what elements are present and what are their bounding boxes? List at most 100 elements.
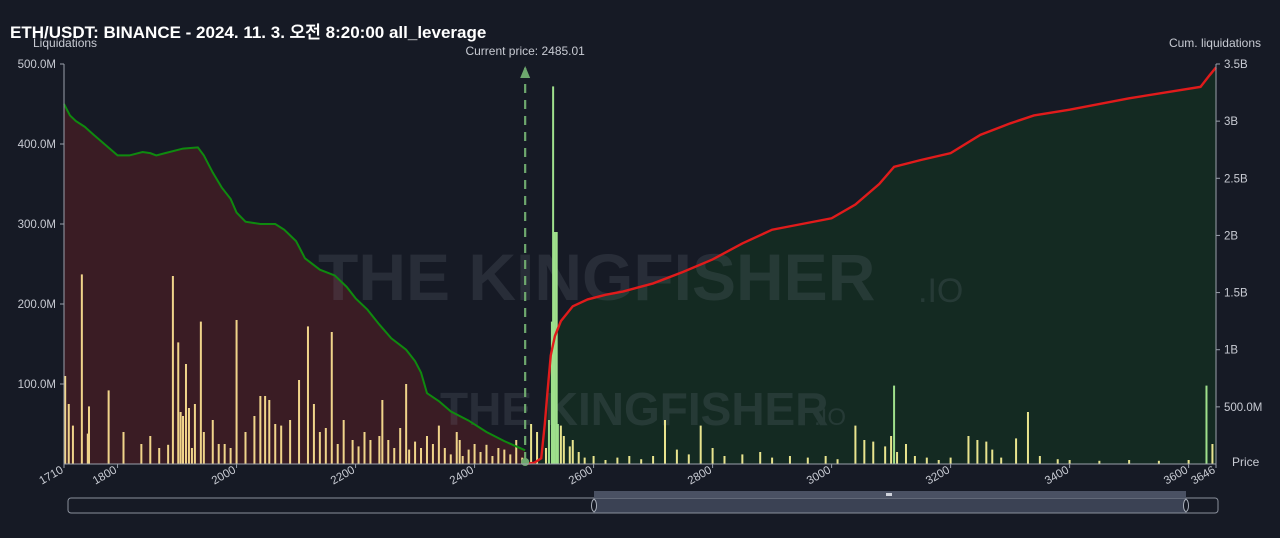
liquidation-bar bbox=[378, 436, 381, 464]
liquidation-bar bbox=[190, 448, 193, 464]
liquidation-bar bbox=[552, 86, 555, 464]
navigator-left-handle[interactable] bbox=[591, 499, 597, 512]
liquidation-bar bbox=[544, 448, 547, 464]
watermark-suffix-small: .IO bbox=[814, 404, 846, 431]
liquidation-bar bbox=[268, 400, 271, 464]
liquidation-bar bbox=[1056, 459, 1059, 464]
liquidation-bar bbox=[628, 456, 631, 464]
right-tick-label: 1B bbox=[1224, 345, 1238, 357]
liquidation-bar bbox=[199, 321, 202, 464]
long-cum-line bbox=[525, 66, 1217, 466]
left-tick-label: 500.0M bbox=[18, 59, 56, 71]
liquidation-bar bbox=[449, 454, 452, 464]
liquidation-bar bbox=[741, 454, 744, 464]
liquidation-bar bbox=[890, 436, 893, 464]
liquidation-bar bbox=[177, 342, 180, 464]
x-tick-label: 3000 bbox=[805, 464, 833, 487]
liquidation-bar bbox=[1000, 457, 1003, 464]
x-axis-ticks: 1710 1800 2000 2200 2400 2600 2800 3000 3200 3400… bbox=[37, 464, 1218, 487]
right-axis-title: Cum. liquidations bbox=[1169, 36, 1261, 50]
liquidation-bar bbox=[568, 446, 571, 464]
liquidation-bar bbox=[836, 459, 839, 464]
liquidation-bar bbox=[577, 452, 580, 464]
navigator-window[interactable] bbox=[593, 497, 1187, 514]
liquidation-bar bbox=[937, 460, 940, 464]
liquidation-bar bbox=[562, 436, 565, 464]
right-tick-label: 3B bbox=[1224, 116, 1238, 128]
grip-icon[interactable] bbox=[886, 493, 892, 496]
liquidation-bar bbox=[312, 404, 315, 464]
liquidation-bar bbox=[259, 396, 262, 464]
left-tick-label: 300.0M bbox=[18, 219, 56, 231]
liquidation-bar bbox=[184, 364, 187, 464]
liquidation-bar bbox=[211, 420, 214, 464]
liquidation-bar bbox=[229, 448, 232, 464]
liquidation-bar bbox=[235, 320, 238, 464]
range-navigator[interactable] bbox=[67, 491, 1219, 514]
liquidation-bar bbox=[425, 436, 428, 464]
liquidation-bar bbox=[179, 412, 182, 464]
liquidation-bar bbox=[788, 456, 791, 464]
liquidation-bar bbox=[530, 424, 533, 464]
liquidation-bar bbox=[503, 449, 506, 464]
liquidation-bar bbox=[1211, 444, 1214, 464]
liquidation-bar bbox=[687, 454, 690, 464]
liquidation-bar bbox=[122, 432, 125, 464]
liquidation-bar bbox=[289, 420, 292, 464]
liquidation-bar bbox=[86, 433, 89, 464]
liquidation-bar bbox=[640, 459, 643, 464]
liquidation-bar bbox=[458, 440, 461, 464]
watermark-suffix: .IO bbox=[918, 272, 963, 310]
left-tick-label: 400.0M bbox=[18, 139, 56, 151]
x-axis-title: Price bbox=[1232, 455, 1260, 469]
short-cum-area bbox=[64, 104, 526, 464]
liquidation-bar bbox=[1205, 385, 1208, 464]
liquidation-bar bbox=[699, 425, 702, 464]
liquidation-bar bbox=[437, 425, 440, 464]
liquidation-bar bbox=[976, 440, 979, 464]
liquidation-bar bbox=[1068, 460, 1071, 464]
liquidation-bar bbox=[1015, 438, 1018, 464]
liquidation-bar bbox=[949, 457, 952, 464]
liquidation-bar bbox=[1098, 460, 1101, 464]
liquidation-bar bbox=[497, 448, 500, 464]
liquidation-bar bbox=[1128, 460, 1131, 464]
liquidation-bar bbox=[985, 441, 988, 464]
liquidation-bar bbox=[904, 444, 907, 464]
current-price-arrow bbox=[520, 66, 531, 78]
x-tick-label: 3646 bbox=[1189, 464, 1217, 487]
liquidation-bar bbox=[485, 444, 488, 464]
x-tick-label: 2800 bbox=[686, 464, 714, 487]
x-tick-label: 1800 bbox=[91, 464, 119, 487]
liquidation-bar bbox=[342, 420, 345, 464]
current-price-dot bbox=[521, 458, 530, 466]
liquidation-bar bbox=[202, 432, 205, 464]
liquidation-bar bbox=[414, 441, 417, 464]
liquidation-bar bbox=[330, 332, 333, 464]
liquidation-bar bbox=[536, 432, 539, 464]
liquidation-bar bbox=[967, 436, 970, 464]
liquidation-bar bbox=[393, 448, 396, 464]
liquidation-bar bbox=[863, 440, 866, 464]
liquidation-bar bbox=[1157, 460, 1160, 464]
left-tick-label: 200.0M bbox=[18, 299, 56, 311]
x-tick-label: 2200 bbox=[329, 464, 357, 487]
navigator-right-handle[interactable] bbox=[1183, 499, 1189, 512]
liquidation-bar bbox=[182, 416, 185, 464]
liquidation-bars bbox=[64, 86, 1214, 464]
liquidation-bar bbox=[167, 444, 170, 464]
liquidation-bar bbox=[369, 440, 372, 464]
x-tick-label: 2400 bbox=[448, 464, 476, 487]
chart-title: ETH/USDT: BINANCE - 2024. 11. 3. 오전 8:20… bbox=[10, 23, 487, 42]
liquidation-bar bbox=[771, 457, 774, 464]
liquidation-bar bbox=[884, 446, 887, 464]
liquidation-bar bbox=[711, 448, 714, 464]
liquidation-bar bbox=[553, 232, 556, 464]
liquidation-bar bbox=[357, 446, 360, 464]
watermark: THE KINGFISHER .IO THE KINGFISHER .IO bbox=[318, 240, 963, 435]
current-price-label: Current price: 2485.01 bbox=[465, 44, 585, 58]
liquidation-bar bbox=[405, 384, 408, 464]
liquidation-bar bbox=[806, 457, 809, 464]
liquidation-bar bbox=[893, 385, 896, 464]
right-tick-label: 2B bbox=[1224, 230, 1238, 242]
